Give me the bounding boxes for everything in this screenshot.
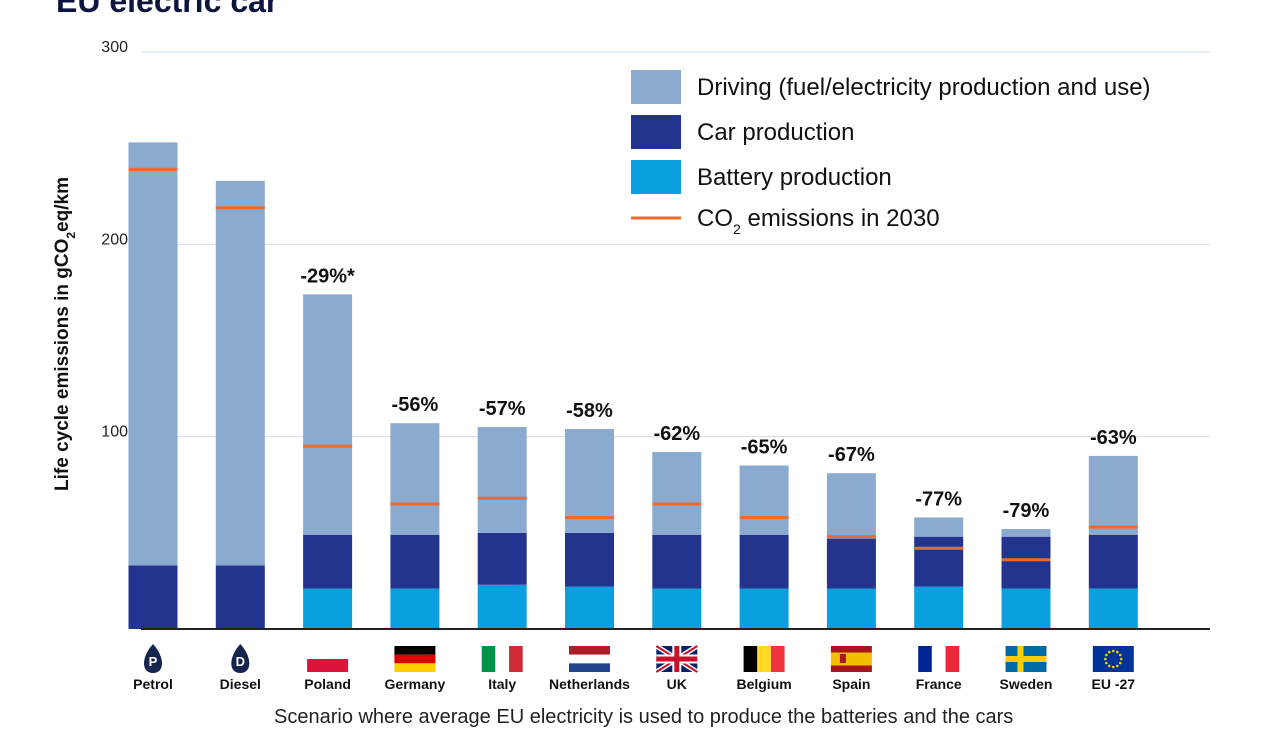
bar-segment-driving xyxy=(215,180,265,566)
germany-flag-icon xyxy=(394,646,436,672)
category-label: EU -27 xyxy=(1092,676,1136,692)
bar-segment-driving xyxy=(652,452,702,535)
reduction-label: -79% xyxy=(1003,500,1050,522)
reduction-labels: -29%* -56% -57% -58% -62% -65% -67% -77% -79% -63… xyxy=(300,265,1136,522)
bar-segment-battery-production xyxy=(565,586,614,629)
chart-title: EU electric car xyxy=(56,0,279,19)
bars xyxy=(128,142,1138,629)
france-flag-icon xyxy=(918,646,960,672)
bar-segment-car-production xyxy=(1088,534,1138,589)
category-label: Belgium xyxy=(736,676,791,692)
y-axis-label: Life cycle emissions in gCO2eq/km xyxy=(52,177,78,491)
bar-segment-battery-production xyxy=(826,588,876,629)
gridlines xyxy=(141,51,1210,438)
category-label: Sweden xyxy=(1000,676,1053,692)
reduction-label: -63% xyxy=(1090,427,1137,449)
bar-segment-battery-production xyxy=(1001,588,1051,629)
bar-segment-driving xyxy=(303,294,353,535)
bar-segment-battery-production xyxy=(477,584,527,629)
legend-label: CO2 emissions in 2030 xyxy=(697,205,940,237)
svg-text:P: P xyxy=(149,654,158,669)
bar-segment-car-production xyxy=(390,534,440,589)
category-label: France xyxy=(916,676,962,692)
legend-item-battery-production: Battery production xyxy=(631,160,892,194)
bar-segment-battery-production xyxy=(1088,588,1138,629)
y-tick-label: 100 xyxy=(101,424,128,441)
reduction-label: -77% xyxy=(915,488,962,510)
y-tick-label: 300 xyxy=(101,39,128,56)
reduction-label: -65% xyxy=(741,437,788,459)
bar-segment-car-production xyxy=(565,532,614,587)
belgium-flag-icon xyxy=(743,646,785,672)
bar-segment-driving xyxy=(739,465,789,535)
reduction-label: -58% xyxy=(566,400,613,422)
poland-flag-icon xyxy=(307,646,349,672)
sweden-flag-icon xyxy=(1005,646,1047,672)
category-label: Petrol xyxy=(133,676,173,692)
bar-segment-driving xyxy=(1001,528,1051,537)
bar-segment-car-production xyxy=(477,532,527,585)
bar-segment-battery-production xyxy=(303,588,353,629)
spain-flag-icon xyxy=(830,646,872,672)
reduction-label: -56% xyxy=(392,394,439,416)
reduction-label: -62% xyxy=(653,423,700,445)
category-label: Spain xyxy=(832,676,870,692)
footnote: Scenario where average EU electricity is… xyxy=(274,706,1014,728)
legend-swatch xyxy=(631,160,681,194)
diesel-pump-icon: D xyxy=(231,644,250,673)
x-axis: Petrol P Diesel D Poland Germany Italy Netherla… xyxy=(133,628,1210,692)
svg-text:D: D xyxy=(236,654,245,669)
category-label: Diesel xyxy=(220,676,261,692)
legend-item-driving: Driving (fuel/electricity production and… xyxy=(631,70,1151,104)
category-label: Poland xyxy=(304,676,351,692)
category-label: Italy xyxy=(488,676,516,692)
legend-swatch xyxy=(631,115,681,149)
uk-flag-icon xyxy=(654,643,699,675)
bar-segment-car-production xyxy=(303,534,353,589)
legend-item-car-production: Car production xyxy=(631,115,854,149)
bar-segment-car-production xyxy=(128,565,178,629)
bar-segment-car-production xyxy=(914,536,964,587)
bar-segment-car-production xyxy=(215,565,265,629)
netherlands-flag-icon xyxy=(569,646,610,672)
bar-segment-driving xyxy=(826,473,876,539)
legend: Driving (fuel/electricity production and… xyxy=(631,70,1151,237)
legend-label: Car production xyxy=(697,119,854,146)
legend-label: Battery production xyxy=(697,164,892,191)
bar-segment-car-production xyxy=(739,534,789,589)
petrol-pump-icon: P xyxy=(144,644,162,673)
italy-flag-icon xyxy=(481,646,523,672)
bar-segment-battery-production xyxy=(739,588,789,629)
bar-segment-car-production xyxy=(826,538,876,589)
category-label: UK xyxy=(667,676,687,692)
bar-segment-car-production xyxy=(1001,536,1051,589)
bar-segment-driving xyxy=(914,517,964,537)
legend-swatch xyxy=(631,70,681,104)
bar-segment-driving xyxy=(128,142,178,566)
bar-segment-battery-production xyxy=(652,588,702,629)
bar-segment-battery-production xyxy=(914,586,964,629)
eu-flag-icon xyxy=(1092,646,1134,672)
reduction-label: -67% xyxy=(828,444,875,466)
bar-segment-driving xyxy=(1088,455,1138,535)
y-axis: 100 200 300 Life cycle emissions in gCO2eq/… xyxy=(52,39,128,491)
legend-label: Driving (fuel/electricity production and… xyxy=(697,74,1151,101)
bar-segment-battery-production xyxy=(390,588,440,629)
bar-segment-driving xyxy=(390,423,440,535)
reduction-label: -29%* xyxy=(300,265,355,287)
bar-segment-driving xyxy=(477,427,527,533)
bar-segment-car-production xyxy=(652,534,702,589)
y-tick-label: 200 xyxy=(101,231,128,248)
legend-item-co2-2030: CO2 emissions in 2030 xyxy=(631,205,940,237)
category-label: Netherlands xyxy=(549,676,630,692)
bar-segment-driving xyxy=(565,428,614,533)
reduction-label: -57% xyxy=(479,398,526,420)
category-label: Germany xyxy=(385,676,446,692)
